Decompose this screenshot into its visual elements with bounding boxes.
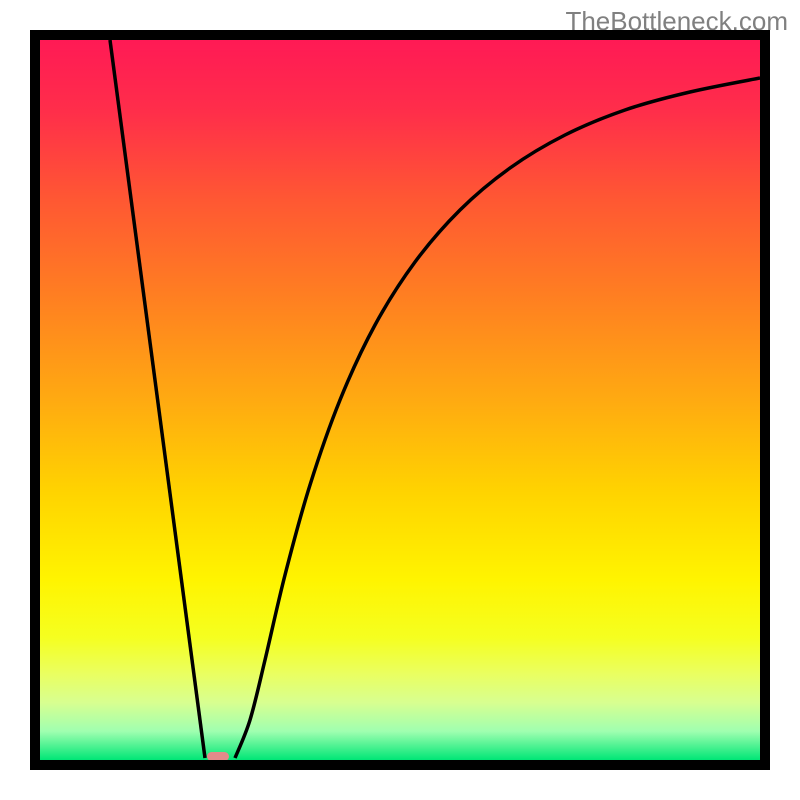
bottleneck-marker — [207, 752, 229, 761]
curve-right-branch — [235, 78, 760, 758]
bottleneck-curve — [40, 40, 760, 760]
plot-area — [40, 40, 760, 760]
chart-container: TheBottleneck.com — [0, 0, 800, 800]
curve-left-branch — [110, 40, 205, 758]
chart-frame — [30, 30, 770, 770]
